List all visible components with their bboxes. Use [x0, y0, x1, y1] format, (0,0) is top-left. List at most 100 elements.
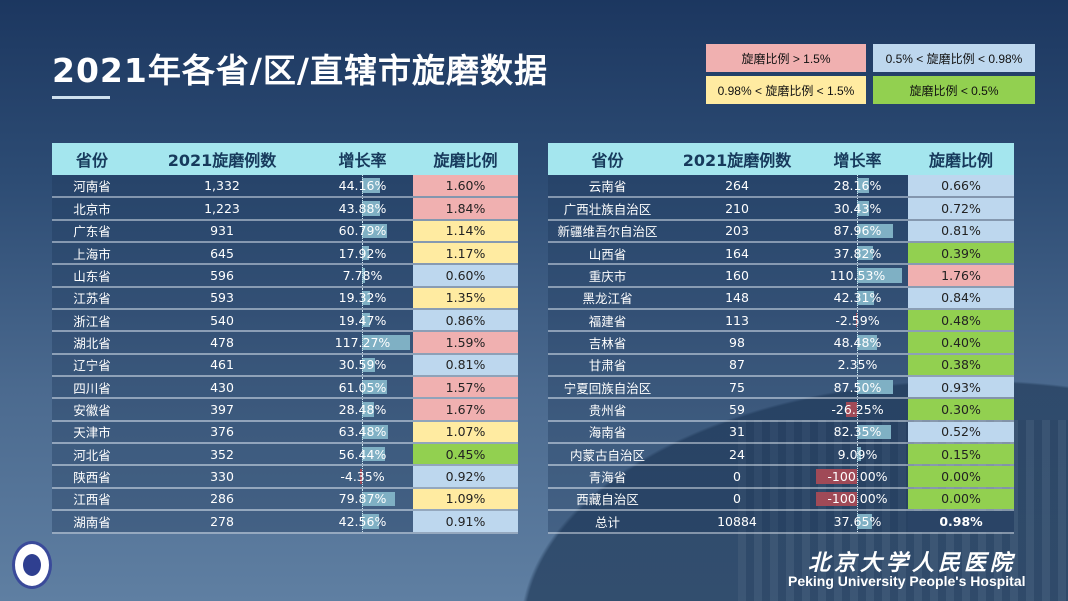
- growth-bar: [362, 357, 375, 373]
- zero-line: [857, 444, 858, 465]
- ratio-cell: 1.67%: [413, 398, 518, 422]
- growth-cell: 28.16%: [807, 175, 908, 199]
- table-row: 河南省 1,332 44.16% 1.60%: [52, 175, 518, 199]
- growth-cell: 82.35%: [807, 420, 908, 445]
- growth-cell: 30.59%: [312, 353, 413, 378]
- zero-line: [362, 377, 363, 398]
- province-cell: 内蒙古自治区: [548, 443, 667, 467]
- province-cell: 新疆维吾尔自治区: [548, 219, 667, 244]
- province-value: 新疆维吾尔自治区: [557, 224, 658, 240]
- province-value: 湖南省: [73, 514, 111, 530]
- growth-value: 56.44%: [338, 446, 387, 462]
- growth-value: 28.16%: [833, 178, 882, 194]
- growth-bar: [362, 335, 411, 350]
- ratio-cell: 1.59%: [413, 331, 518, 355]
- zero-line: [362, 511, 363, 532]
- table-row: 四川省 430 61.05% 1.57%: [52, 376, 518, 400]
- growth-cell: 117.27%: [312, 331, 413, 355]
- province-cell: 四川省: [52, 376, 132, 400]
- ratio-value: 0.40%: [941, 335, 981, 351]
- growth-bar: [857, 201, 870, 216]
- growth-cell: 42.31%: [807, 286, 908, 311]
- hospital-name-cn: 北京大学人民医院: [808, 550, 1017, 576]
- legend-mid-high: 0.98% < 旋磨比例 < 1.5%: [706, 76, 866, 104]
- province-cell: 天津市: [52, 420, 132, 445]
- growth-cell: 56.44%: [312, 443, 413, 467]
- count-cell: 0: [667, 465, 807, 489]
- ratio-value: 1.14%: [445, 223, 486, 239]
- growth-value: 19.47%: [338, 312, 387, 328]
- ratio-value: 1.60%: [445, 178, 486, 194]
- growth-cell: 42.56%: [312, 510, 413, 534]
- growth-value: 60.79%: [338, 223, 387, 239]
- growth-value: 48.48%: [833, 335, 882, 351]
- province-value: 浙江省: [73, 313, 111, 329]
- province-value: 海南省: [588, 425, 627, 441]
- count-value: 1,332: [204, 178, 240, 194]
- count-value: 596: [210, 268, 234, 284]
- growth-cell: 110.53%: [807, 264, 908, 288]
- growth-cell: -2.59%: [807, 309, 908, 333]
- growth-bar: [362, 178, 381, 194]
- count-cell: 160: [667, 264, 807, 288]
- count-value: 148: [725, 290, 749, 306]
- count-value: 98: [729, 335, 745, 351]
- table-row: 福建省 113 -2.59% 0.48%: [548, 309, 1014, 333]
- province-cell: 安徽省: [52, 398, 132, 422]
- header-ratio: 旋磨比例: [908, 143, 1014, 175]
- count-value: 430: [210, 379, 234, 395]
- table-row: 宁夏回族自治区 75 87.50% 0.93%: [548, 376, 1014, 400]
- count-cell: 330: [132, 465, 312, 489]
- ratio-value: 0.66%: [941, 178, 981, 194]
- zero-line: [857, 421, 858, 443]
- growth-value: 37.82%: [833, 245, 882, 261]
- province-cell: 陕西省: [52, 465, 132, 489]
- province-cell: 湖北省: [52, 331, 132, 355]
- table-row: 山东省 596 7.78% 0.60%: [52, 264, 518, 288]
- ratio-cell: 1.17%: [413, 242, 518, 266]
- growth-value: 82.35%: [833, 424, 882, 440]
- zero-line: [857, 265, 858, 286]
- zero-line: [857, 377, 858, 398]
- count-value: 645: [210, 245, 234, 261]
- count-value: 540: [210, 312, 234, 328]
- count-cell: 376: [132, 420, 312, 445]
- growth-bar: [857, 380, 893, 395]
- ratio-value: 1.57%: [445, 379, 486, 395]
- growth-value: 42.31%: [833, 290, 882, 306]
- count-value: 59: [729, 402, 745, 418]
- zero-line: [857, 354, 858, 376]
- province-cell: 广西壮族自治区: [548, 197, 667, 221]
- ratio-value: 0.81%: [445, 357, 486, 373]
- count-value: 87: [729, 357, 745, 373]
- growth-bar: [857, 223, 894, 239]
- growth-cell: -100.00%: [807, 465, 908, 489]
- table-row: 安徽省 397 28.48% 1.67%: [52, 398, 518, 422]
- count-value: 0: [733, 491, 741, 507]
- zero-line: [362, 198, 363, 219]
- count-value: 593: [210, 290, 234, 306]
- province-value: 甘肃省: [588, 358, 627, 374]
- count-cell: 286: [132, 487, 312, 512]
- zero-line: [857, 243, 858, 264]
- ratio-cell: 1.35%: [413, 286, 518, 311]
- province-cell: 河南省: [52, 175, 132, 199]
- zero-line: [362, 466, 363, 487]
- growth-cell: -26.25%: [807, 398, 908, 422]
- zero-line: [362, 220, 363, 242]
- count-value: 113: [725, 312, 749, 328]
- growth-value: 28.48%: [338, 402, 387, 418]
- province-cell: 海南省: [548, 420, 667, 445]
- table-row: 天津市 376 63.48% 1.07%: [52, 420, 518, 445]
- zero-line: [362, 399, 363, 420]
- growth-cell: 7.78%: [312, 264, 413, 288]
- zero-line: [362, 175, 363, 197]
- growth-value: 7.78%: [342, 268, 383, 284]
- province-value: 辽宁省: [73, 358, 111, 374]
- province-value: 江苏省: [73, 291, 111, 307]
- growth-bar: [857, 246, 873, 261]
- ratio-cell: 0.52%: [908, 420, 1014, 445]
- growth-value: 2.35%: [837, 357, 878, 373]
- count-cell: 0: [667, 487, 807, 512]
- count-cell: 164: [667, 242, 807, 266]
